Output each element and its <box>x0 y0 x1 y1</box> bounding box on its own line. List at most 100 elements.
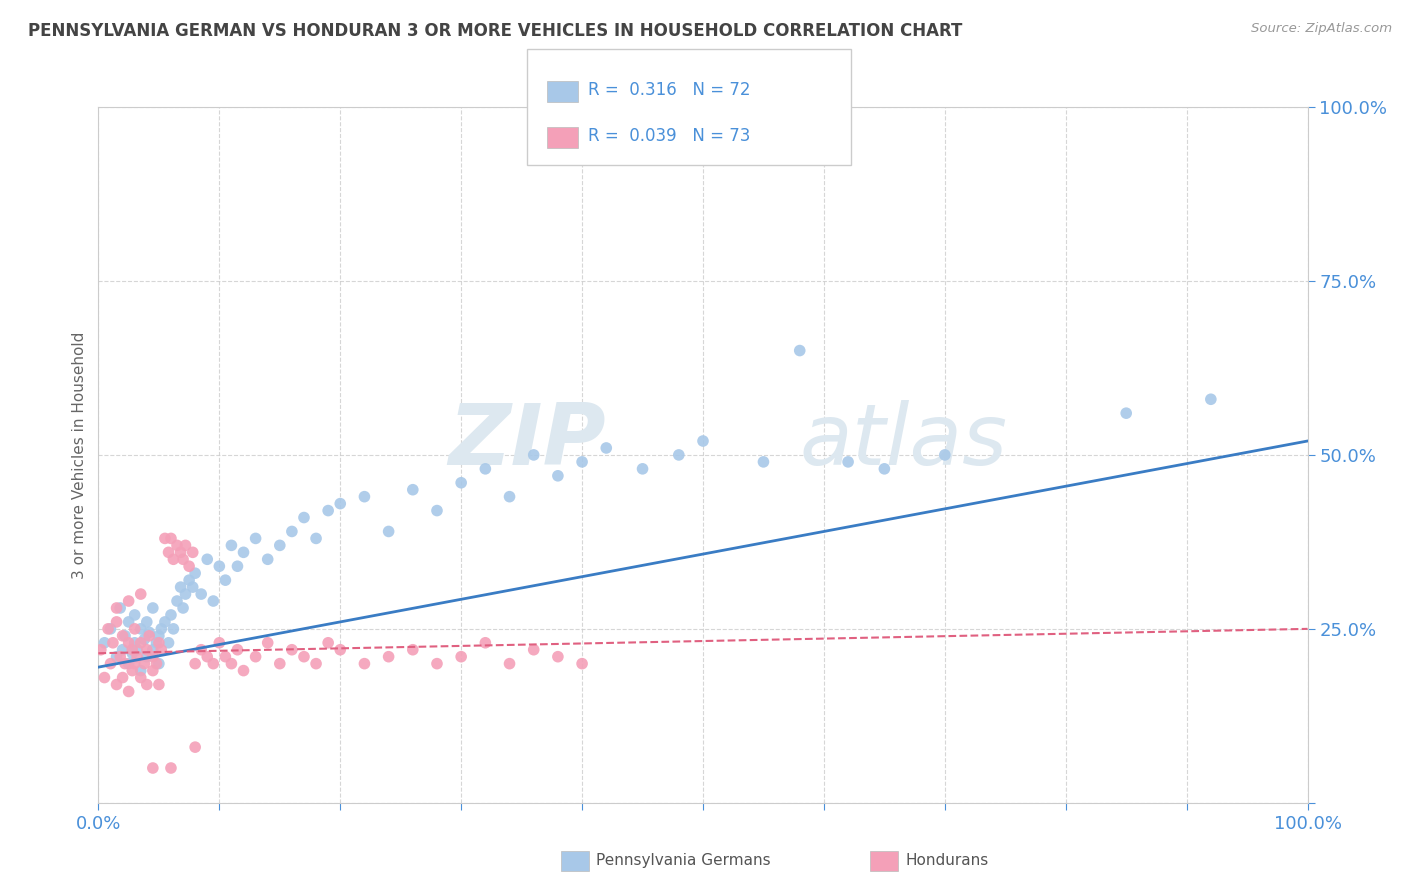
Point <box>214 649 236 664</box>
Point <box>316 503 339 517</box>
Point <box>129 587 152 601</box>
Point <box>148 677 170 691</box>
Text: Pennsylvania Germans: Pennsylvania Germans <box>596 854 770 868</box>
Point <box>148 636 170 650</box>
Point <box>145 636 167 650</box>
Point <box>174 538 197 552</box>
Point <box>93 671 115 685</box>
Point <box>571 657 593 671</box>
Point <box>316 636 339 650</box>
Point <box>402 483 425 497</box>
Point <box>108 649 131 664</box>
Point <box>426 503 449 517</box>
Point <box>142 649 165 664</box>
Point <box>114 629 136 643</box>
Point <box>121 646 143 660</box>
Point <box>127 642 149 657</box>
Point <box>135 615 157 629</box>
Point <box>118 594 141 608</box>
Point <box>124 622 146 636</box>
Point <box>377 524 399 539</box>
Point <box>232 545 254 559</box>
Point <box>145 657 167 671</box>
Point <box>118 615 141 629</box>
Point <box>129 664 152 678</box>
Point <box>595 441 617 455</box>
Point <box>353 490 375 504</box>
Point <box>190 587 212 601</box>
Text: Hondurans: Hondurans <box>905 854 988 868</box>
Point <box>353 657 375 671</box>
Point <box>129 636 152 650</box>
Point <box>571 455 593 469</box>
Point <box>166 538 188 552</box>
Point <box>177 573 201 587</box>
Point <box>129 622 152 636</box>
Point <box>377 649 399 664</box>
Point <box>190 642 212 657</box>
Point <box>256 636 278 650</box>
Point <box>1199 392 1222 407</box>
Point <box>329 497 352 511</box>
Point <box>174 587 197 601</box>
Point <box>202 594 225 608</box>
Point <box>181 580 204 594</box>
Point <box>160 607 183 622</box>
Point <box>169 580 191 594</box>
Point <box>305 657 328 671</box>
Point <box>177 559 201 574</box>
Point <box>195 649 218 664</box>
Point <box>668 448 690 462</box>
Point <box>226 642 249 657</box>
Point <box>153 615 176 629</box>
Point <box>129 671 152 685</box>
Point <box>184 657 207 671</box>
Point <box>134 657 156 671</box>
Point <box>292 649 315 664</box>
Point <box>172 601 194 615</box>
Point <box>789 343 811 358</box>
Point <box>118 684 141 698</box>
Point <box>245 532 267 546</box>
Point <box>134 632 156 647</box>
Point <box>135 677 157 691</box>
Point <box>547 649 569 664</box>
Point <box>281 524 304 539</box>
Point <box>208 636 231 650</box>
Point <box>547 468 569 483</box>
Text: Source: ZipAtlas.com: Source: ZipAtlas.com <box>1251 22 1392 36</box>
Point <box>474 462 496 476</box>
Point <box>1115 406 1137 420</box>
Point <box>281 642 304 657</box>
Text: PENNSYLVANIA GERMAN VS HONDURAN 3 OR MORE VEHICLES IN HOUSEHOLD CORRELATION CHAR: PENNSYLVANIA GERMAN VS HONDURAN 3 OR MOR… <box>28 22 963 40</box>
Point <box>142 601 165 615</box>
Point <box>148 629 170 643</box>
Point <box>498 490 520 504</box>
Point <box>150 642 173 657</box>
Point <box>105 677 128 691</box>
Point <box>100 622 122 636</box>
Point <box>105 649 128 664</box>
Point <box>157 545 180 559</box>
Point <box>214 573 236 587</box>
Point <box>226 559 249 574</box>
Point <box>111 671 134 685</box>
Point <box>202 657 225 671</box>
Point <box>221 538 243 552</box>
Point <box>105 601 128 615</box>
Point <box>135 642 157 657</box>
Point <box>142 761 165 775</box>
Point <box>124 636 146 650</box>
Point <box>172 552 194 566</box>
Point <box>256 552 278 566</box>
Point <box>111 642 134 657</box>
Text: R =  0.039   N = 73: R = 0.039 N = 73 <box>588 128 749 145</box>
Point <box>269 657 291 671</box>
Point <box>142 642 165 657</box>
Point <box>474 636 496 650</box>
Point <box>153 532 176 546</box>
Point <box>118 657 141 671</box>
Point <box>138 629 160 643</box>
Point <box>221 657 243 671</box>
Text: ZIP: ZIP <box>449 400 606 483</box>
